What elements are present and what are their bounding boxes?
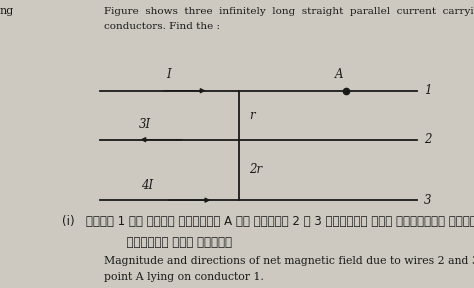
Text: point A lying on conductor 1.: point A lying on conductor 1. — [104, 272, 264, 282]
Text: conductors. Find the :: conductors. Find the : — [104, 22, 220, 31]
Text: परिमाण एवं दिशा।: परिमाण एवं दिशा। — [104, 236, 232, 249]
Text: 3: 3 — [424, 194, 432, 207]
Text: 1: 1 — [424, 84, 432, 97]
Text: A: A — [335, 68, 343, 81]
Text: 2: 2 — [424, 133, 432, 146]
Text: r: r — [249, 109, 255, 122]
Text: Magnitude and directions of net magnetic field due to wires 2 and 3 at: Magnitude and directions of net magnetic… — [104, 256, 474, 266]
Text: 3I: 3I — [138, 118, 151, 131]
Text: 2r: 2r — [249, 163, 262, 177]
Text: I: I — [166, 68, 171, 81]
Text: Figure  shows  three  infinitely  long  straight  parallel  current  carrying: Figure shows three infinitely long strai… — [104, 7, 474, 16]
Text: ng: ng — [0, 6, 14, 16]
Text: (i)   चालक 1 के किसी बिन्दु A पर तारों 2 व 3 द्वारा कुल चुंबकीय क्षेत्र का: (i) चालक 1 के किसी बिन्दु A पर तारों 2 व… — [62, 215, 474, 228]
Text: 4I: 4I — [141, 179, 153, 192]
